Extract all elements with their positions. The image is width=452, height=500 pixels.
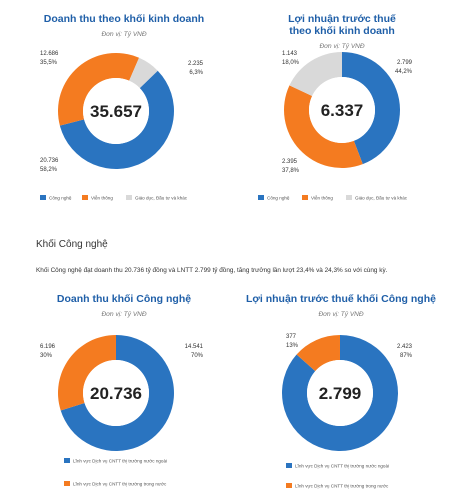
data-label-percent: 44,2% (395, 69, 413, 75)
legend-swatch (64, 481, 70, 486)
legend-swatch (64, 458, 70, 463)
donut-slice (289, 52, 342, 97)
legend-label: Lĩnh vực Dịch vụ CNTT thị trường trong n… (73, 482, 167, 487)
legend-swatch (258, 195, 264, 200)
legend-swatch (82, 195, 88, 200)
center-total: 35.657 (90, 102, 142, 121)
chart-3: Doanh thu khối Công nghệ Đơn vị: Tỷ VNĐ 20… (40, 293, 204, 487)
data-label-percent: 18,0% (282, 60, 300, 66)
legend-swatch (40, 195, 46, 200)
donut-slice (284, 85, 363, 168)
data-label-value: 2.799 (397, 60, 413, 66)
legend-swatch (126, 195, 132, 200)
chart-title: Lợi nhuận trước thuế khối Công nghệ (246, 293, 436, 305)
data-label-value: 377 (286, 334, 297, 340)
section-description: Khối Công nghệ đạt doanh thu 20.736 tỷ đ… (36, 267, 388, 274)
data-label-value: 20.736 (40, 158, 59, 164)
data-label-percent: 13% (286, 343, 299, 349)
chart-title: Doanh thu khối Công nghệ (57, 293, 191, 305)
legend-label: Viễn thông (91, 195, 113, 201)
donut-slice (59, 70, 174, 169)
legend-label: Viễn thông (311, 195, 333, 201)
data-label-value: 6.196 (40, 344, 56, 350)
donut-hole (307, 360, 373, 426)
chart-title: Lợi nhuận trước thuế (288, 13, 396, 25)
donut-hole (83, 360, 149, 426)
donut-slice (342, 52, 400, 165)
donut-slice (58, 335, 116, 411)
legend-label: Giáo dục, Đầu tư và khác (355, 196, 408, 201)
donut-slice (58, 52, 140, 126)
donut-slice (60, 335, 175, 451)
donut-slice (129, 57, 158, 89)
legend-swatch (302, 195, 308, 200)
chart-unit: Đơn vị: Tỷ VNĐ (101, 311, 146, 318)
legend-swatch (346, 195, 352, 200)
data-label-percent: 30% (40, 353, 53, 359)
legend-swatch (286, 463, 292, 468)
donut-slice (296, 335, 340, 372)
data-label-value: 2.395 (282, 159, 298, 165)
legend-label: Giáo dục, Đầu tư và khác (135, 196, 188, 201)
center-total: 2.799 (319, 384, 362, 403)
data-label-value: 2.423 (397, 344, 413, 350)
legend-label: Lĩnh vực Dịch vụ CNTT thị trường nước ng… (295, 464, 389, 469)
data-label-percent: 6,3% (189, 70, 203, 76)
data-label-percent: 35,5% (40, 60, 58, 66)
data-label-percent: 58,2% (40, 167, 58, 173)
chart-unit: Đơn vị: Tỷ VNĐ (318, 311, 363, 318)
data-label-value: 14.541 (185, 344, 204, 350)
data-label-value: 12.686 (40, 51, 59, 57)
legend-label: Công nghệ (267, 196, 290, 201)
data-label-value: 1.143 (282, 51, 298, 57)
data-label-percent: 70% (191, 353, 204, 359)
data-label-percent: 87% (400, 353, 413, 359)
chart-1: Doanh thu theo khối kinh doanh Đơn vị: Tỷ… (40, 13, 204, 201)
chart-title: theo khối kinh doanh (289, 25, 395, 37)
data-label-value: 2.235 (188, 61, 204, 67)
section-heading: Khối Công nghệ (36, 239, 108, 250)
legend-label: Công nghệ (49, 196, 72, 201)
chart-unit: Đơn vị: Tỷ VNĐ (319, 43, 364, 50)
donut-hole (309, 77, 375, 143)
donut-hole (83, 78, 149, 144)
center-total: 20.736 (90, 384, 142, 403)
legend-swatch (286, 483, 292, 488)
center-total: 6.337 (321, 101, 364, 120)
legend-label: Lĩnh vực Dịch vụ CNTT thị trường nước ng… (73, 459, 167, 464)
chart-title: Doanh thu theo khối kinh doanh (44, 13, 204, 25)
donut-slice (281, 335, 398, 451)
chart-unit: Đơn vị: Tỷ VNĐ (101, 31, 146, 38)
chart-4: Lợi nhuận trước thuế khối Công nghệ Đơn v… (246, 293, 436, 489)
legend-label: Lĩnh vực Dịch vụ CNTT thị trường trong n… (295, 484, 389, 489)
data-label-percent: 37,8% (282, 168, 300, 174)
